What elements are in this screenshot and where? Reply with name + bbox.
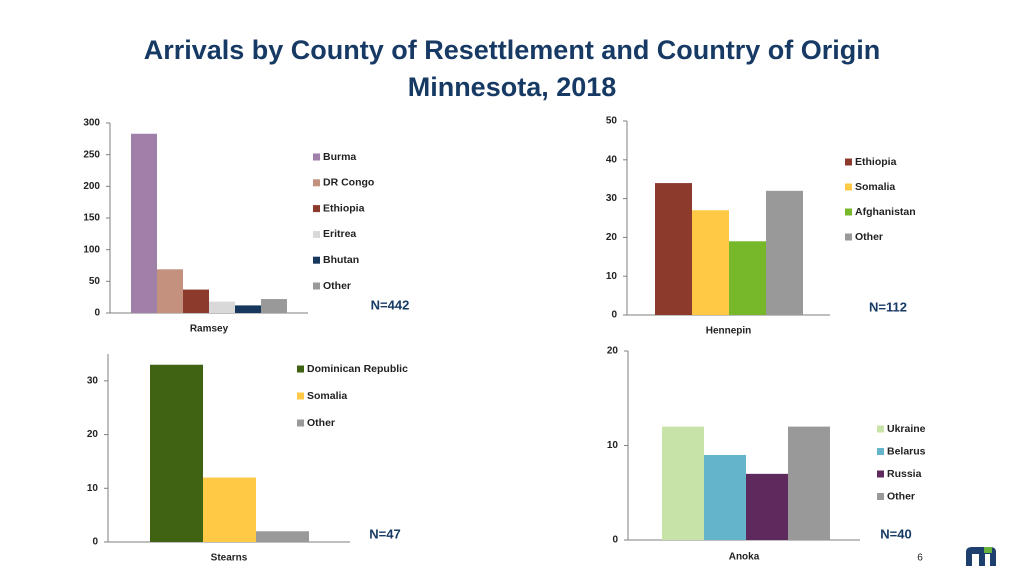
bar	[746, 473, 788, 540]
bar	[150, 364, 203, 542]
y-tick-label: 150	[83, 213, 100, 224]
legend-swatch	[313, 230, 320, 238]
legend-label: Other	[307, 417, 335, 429]
legend-swatch	[297, 392, 304, 400]
y-tick-label: 20	[606, 232, 618, 243]
bar	[692, 210, 729, 315]
bar	[131, 133, 157, 313]
legend-swatch	[877, 493, 884, 500]
bar	[655, 183, 692, 315]
legend-swatch	[313, 153, 320, 161]
legend-label: Bhutan	[323, 254, 359, 266]
y-tick-label: 40	[606, 154, 618, 165]
bar	[157, 269, 183, 313]
legend-swatch	[877, 448, 884, 455]
y-tick-label: 30	[87, 375, 99, 386]
legend-label: Belarus	[887, 445, 926, 457]
y-tick-label: 0	[612, 535, 618, 546]
legend-swatch	[313, 256, 320, 264]
legend-label: Other	[855, 231, 883, 243]
legend-swatch	[297, 365, 304, 373]
legend-swatch	[313, 282, 320, 290]
legend-label: Dominican Republic	[307, 363, 408, 375]
legend-swatch	[877, 425, 884, 433]
legend-label: Eritrea	[323, 228, 356, 240]
y-tick-label: 50	[606, 116, 618, 127]
legend-swatch	[845, 183, 852, 191]
page-number: 6	[917, 553, 923, 564]
bar	[662, 426, 704, 540]
legend-swatch	[313, 179, 320, 187]
legend-label: Other	[323, 280, 351, 292]
bar	[183, 289, 209, 313]
y-tick-label: 0	[611, 310, 617, 321]
y-tick-label: 30	[606, 193, 618, 204]
y-tick-label: 300	[83, 118, 100, 129]
x-category-label: Hennepin	[706, 326, 752, 337]
legend-label: DR Congo	[323, 177, 374, 189]
legend-label: Burma	[323, 151, 356, 163]
y-tick-label: 50	[89, 276, 101, 287]
bar	[788, 426, 830, 540]
bar	[209, 301, 235, 313]
legend-label: Somalia	[855, 181, 895, 193]
sample-size: N=47	[369, 526, 400, 541]
slide-subtitle: Minnesota, 2018	[408, 72, 617, 102]
legend-swatch	[845, 158, 852, 166]
x-category-label: Anoka	[729, 552, 760, 563]
y-tick-label: 10	[87, 483, 99, 494]
legend-swatch	[297, 419, 304, 427]
legend-label: Somalia	[307, 390, 347, 402]
x-category-label: Ramsey	[190, 324, 229, 335]
legend-swatch	[877, 470, 884, 478]
bar	[235, 305, 261, 313]
legend-label: Afghanistan	[855, 206, 916, 218]
bar	[704, 454, 746, 540]
y-tick-label: 20	[607, 346, 619, 357]
x-category-label: Stearns	[211, 553, 248, 564]
bar	[766, 190, 803, 315]
y-tick-label: 20	[87, 429, 99, 440]
legend-label: Russia	[887, 468, 922, 480]
legend-label: Ethiopia	[323, 202, 365, 214]
bar	[261, 299, 287, 313]
y-tick-label: 0	[92, 537, 98, 548]
sample-size: N=112	[869, 299, 907, 314]
y-tick-label: 250	[83, 149, 100, 160]
slide-title: Arrivals by County of Resettlement and C…	[144, 35, 881, 65]
legend-label: Ukraine	[887, 423, 926, 435]
y-tick-label: 200	[83, 181, 100, 192]
bar	[203, 477, 256, 542]
logo	[966, 547, 996, 566]
legend-swatch	[313, 205, 320, 213]
legend-label: Other	[887, 490, 915, 502]
sample-size: N=442	[371, 297, 410, 312]
legend-swatch	[845, 233, 852, 241]
legend-label: Ethiopia	[855, 156, 897, 168]
y-tick-label: 10	[607, 440, 619, 451]
bar	[256, 531, 309, 542]
bar	[729, 241, 766, 315]
y-tick-label: 0	[94, 308, 100, 319]
y-tick-label: 10	[606, 271, 618, 282]
sample-size: N=40	[880, 526, 911, 541]
legend-swatch	[845, 208, 852, 216]
y-tick-label: 100	[83, 244, 100, 255]
